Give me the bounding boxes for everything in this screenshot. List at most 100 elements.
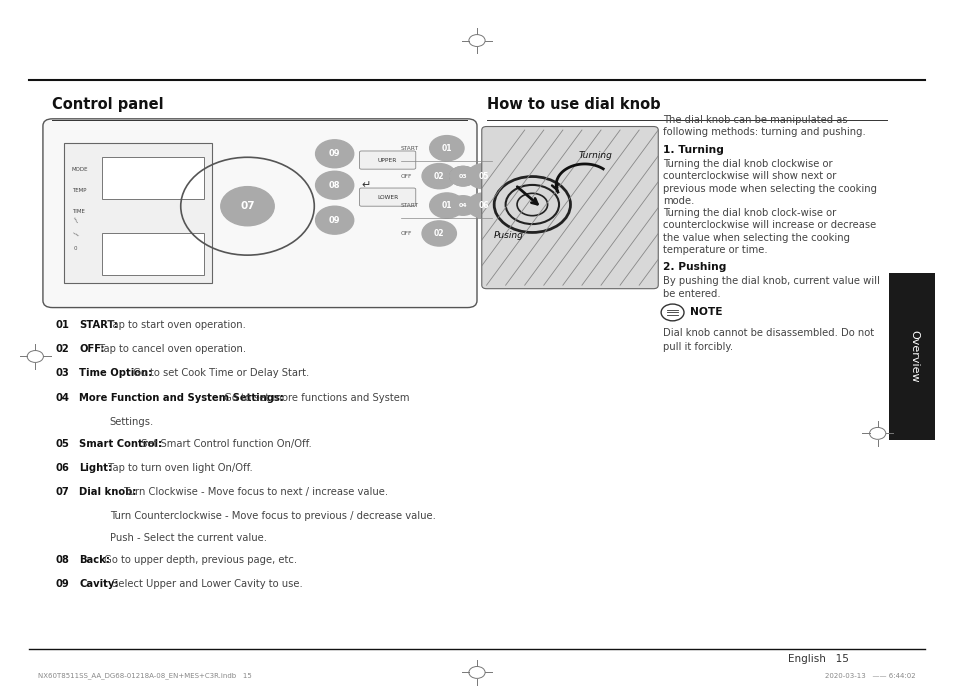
Text: 09: 09 bbox=[329, 150, 340, 158]
Text: 02: 02 bbox=[434, 229, 444, 238]
Text: previous mode when selecting the cooking: previous mode when selecting the cooking bbox=[662, 184, 876, 194]
Text: Dial knob:: Dial knob: bbox=[79, 487, 136, 497]
Text: How to use dial knob: How to use dial knob bbox=[486, 97, 659, 112]
Text: Go to upper depth, previous page, etc.: Go to upper depth, previous page, etc. bbox=[100, 555, 296, 565]
Text: 07: 07 bbox=[55, 487, 69, 497]
Text: Set Smart Control function On/Off.: Set Smart Control function On/Off. bbox=[138, 438, 312, 449]
FancyBboxPatch shape bbox=[359, 188, 416, 206]
Text: Light:: Light: bbox=[79, 463, 112, 473]
Text: LOWER: LOWER bbox=[376, 194, 397, 200]
Text: 01: 01 bbox=[55, 320, 70, 330]
Circle shape bbox=[315, 206, 354, 234]
Circle shape bbox=[429, 136, 463, 161]
Text: Control panel: Control panel bbox=[52, 97, 164, 112]
FancyBboxPatch shape bbox=[43, 119, 476, 308]
Text: NX60T8511SS_AA_DG68-01218A-08_EN+MES+C3R.indb   15: NX60T8511SS_AA_DG68-01218A-08_EN+MES+C3R… bbox=[38, 672, 252, 679]
Text: pull it forcibly.: pull it forcibly. bbox=[662, 342, 733, 352]
Text: 01: 01 bbox=[441, 201, 452, 210]
Circle shape bbox=[449, 196, 476, 215]
Text: 07: 07 bbox=[240, 201, 254, 211]
Text: 2020-03-13   —— 6:44:02: 2020-03-13 —— 6:44:02 bbox=[824, 673, 915, 679]
Circle shape bbox=[466, 193, 500, 218]
Text: 2. Pushing: 2. Pushing bbox=[662, 262, 725, 272]
Text: 08: 08 bbox=[55, 555, 70, 565]
FancyBboxPatch shape bbox=[481, 127, 658, 289]
Text: Go to set more functions and System: Go to set more functions and System bbox=[221, 393, 409, 403]
Circle shape bbox=[466, 164, 500, 189]
Text: 08: 08 bbox=[329, 181, 340, 189]
Text: Pusing: Pusing bbox=[494, 231, 523, 240]
FancyBboxPatch shape bbox=[102, 233, 204, 275]
Text: TIME: TIME bbox=[71, 209, 84, 215]
Text: The dial knob can be manipulated as: The dial knob can be manipulated as bbox=[662, 115, 847, 124]
Text: 09: 09 bbox=[55, 579, 69, 589]
Text: counterclockwise will show next or: counterclockwise will show next or bbox=[662, 171, 836, 181]
Circle shape bbox=[220, 187, 274, 226]
Text: More Function and System Settings:: More Function and System Settings: bbox=[79, 393, 284, 403]
Text: Go to set Cook Time or Delay Start.: Go to set Cook Time or Delay Start. bbox=[130, 368, 309, 378]
Circle shape bbox=[421, 164, 456, 189]
Text: Turning: Turning bbox=[578, 151, 612, 160]
Text: Dial knob cannot be disassembled. Do not: Dial knob cannot be disassembled. Do not bbox=[662, 328, 873, 338]
Circle shape bbox=[449, 166, 476, 186]
Text: Tap to cancel oven operation.: Tap to cancel oven operation. bbox=[96, 345, 246, 354]
Text: 09: 09 bbox=[329, 216, 340, 224]
Text: 05: 05 bbox=[478, 172, 489, 180]
Text: By pushing the dial knob, current value will: By pushing the dial knob, current value … bbox=[662, 276, 879, 286]
Text: Tap to start oven operation.: Tap to start oven operation. bbox=[105, 320, 245, 330]
Text: mode.: mode. bbox=[662, 196, 694, 206]
Text: 01: 01 bbox=[441, 144, 452, 152]
Text: OFF:: OFF: bbox=[79, 345, 105, 354]
Text: English   15: English 15 bbox=[787, 654, 848, 664]
Text: 06: 06 bbox=[478, 201, 489, 210]
Text: Back:: Back: bbox=[79, 555, 110, 565]
Circle shape bbox=[315, 140, 354, 168]
Text: Turn Clockwise - Move focus to next / increase value.: Turn Clockwise - Move focus to next / in… bbox=[121, 487, 388, 497]
Text: 03: 03 bbox=[55, 368, 69, 378]
Text: Cavity:: Cavity: bbox=[79, 579, 118, 589]
FancyBboxPatch shape bbox=[102, 157, 204, 199]
Text: 1. Turning: 1. Turning bbox=[662, 145, 723, 155]
Text: the value when selecting the cooking: the value when selecting the cooking bbox=[662, 233, 849, 243]
Text: NOTE: NOTE bbox=[689, 308, 721, 317]
Circle shape bbox=[429, 193, 463, 218]
FancyBboxPatch shape bbox=[64, 143, 212, 283]
Text: 02: 02 bbox=[434, 172, 444, 180]
Text: Tap to turn oven light On/Off.: Tap to turn oven light On/Off. bbox=[105, 463, 253, 473]
Text: Turn Counterclockwise - Move focus to previous / decrease value.: Turn Counterclockwise - Move focus to pr… bbox=[110, 511, 436, 521]
FancyBboxPatch shape bbox=[888, 273, 934, 440]
Text: 0: 0 bbox=[73, 245, 77, 251]
Text: START:: START: bbox=[79, 320, 118, 330]
Text: Push - Select the current value.: Push - Select the current value. bbox=[110, 533, 267, 543]
Text: temperature or time.: temperature or time. bbox=[662, 245, 767, 254]
Circle shape bbox=[315, 171, 354, 199]
Text: OFF: OFF bbox=[400, 231, 412, 236]
Text: START: START bbox=[400, 145, 418, 151]
Text: 02: 02 bbox=[55, 345, 69, 354]
Text: be entered.: be entered. bbox=[662, 289, 720, 298]
Text: Turning the dial knob clock-wise or: Turning the dial knob clock-wise or bbox=[662, 208, 836, 218]
Text: /: / bbox=[73, 217, 79, 223]
Text: Time Option:: Time Option: bbox=[79, 368, 152, 378]
Text: Overview: Overview bbox=[908, 330, 918, 383]
Text: TEMP: TEMP bbox=[71, 188, 86, 194]
Text: Select Upper and Lower Cavity to use.: Select Upper and Lower Cavity to use. bbox=[109, 579, 302, 589]
Text: 04: 04 bbox=[458, 203, 467, 208]
FancyBboxPatch shape bbox=[359, 151, 416, 169]
Text: \: \ bbox=[73, 231, 79, 237]
Text: OFF: OFF bbox=[400, 173, 412, 179]
Circle shape bbox=[421, 221, 456, 246]
Text: Smart Control:: Smart Control: bbox=[79, 438, 162, 449]
Text: 04: 04 bbox=[55, 393, 70, 403]
Text: ↵: ↵ bbox=[361, 180, 371, 190]
Text: 06: 06 bbox=[55, 463, 70, 473]
Text: Turning the dial knob clockwise or: Turning the dial knob clockwise or bbox=[662, 159, 832, 169]
Text: counterclockwise will increase or decrease: counterclockwise will increase or decrea… bbox=[662, 220, 876, 230]
Text: UPPER: UPPER bbox=[377, 157, 396, 163]
Text: START: START bbox=[400, 203, 418, 208]
Text: Settings.: Settings. bbox=[110, 417, 153, 427]
Text: MODE: MODE bbox=[71, 167, 88, 173]
Text: 05: 05 bbox=[55, 438, 70, 449]
Text: following methods: turning and pushing.: following methods: turning and pushing. bbox=[662, 127, 865, 137]
Text: 03: 03 bbox=[458, 173, 467, 179]
